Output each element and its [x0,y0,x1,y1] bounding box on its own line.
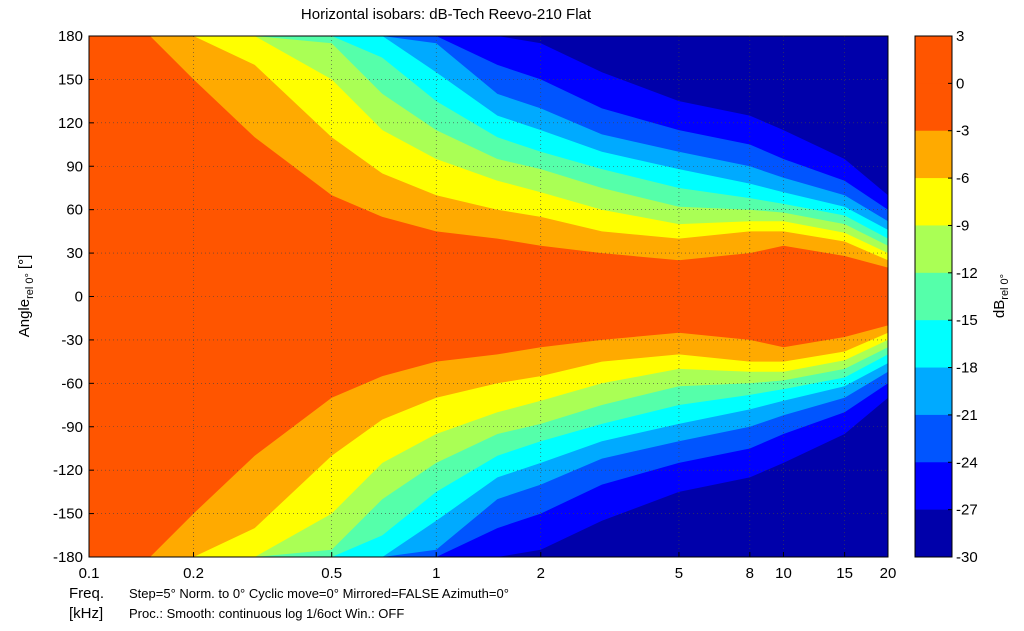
plot-area [89,36,888,557]
isobar-band-minus3 [89,36,888,557]
y-axis-label-unit: [°] [16,255,33,269]
x-tick-label: 8 [746,565,754,582]
y-tick-label: -180 [53,549,83,566]
x-tick-label: 15 [836,565,853,582]
y-tick-label: -60 [61,375,83,392]
y-tick-label: -90 [61,419,83,436]
x-tick-label: 5 [675,565,683,582]
footer-line-2: [kHz] Proc.: Smooth: continuous log 1/6oc… [69,605,404,623]
colorbar-swatch [915,36,952,84]
x-tick-label: 0.1 [79,565,100,582]
colorbar-swatch [915,320,952,369]
y-tick-label: 120 [58,115,83,132]
colorbar-tick-label: -21 [956,407,978,424]
footer-line-1: Freq. Step=5° Norm. to 0° Cyclic move=0° … [69,585,509,603]
colorbar-tick-label: -27 [956,502,978,519]
colorbar-tick-label: -6 [956,170,969,187]
x-tick-label: 2 [537,565,545,582]
y-axis-label: Anglerel 0°[°] [16,255,36,338]
colorbar-tick-label: -15 [956,312,978,329]
y-tick-label: -150 [53,506,83,523]
y-tick-label: 180 [58,28,83,45]
grid [89,36,888,557]
colorbar-tick-label: -18 [956,360,978,377]
colorbar-tick-label: -3 [956,123,969,140]
colorbar-swatch [915,83,952,132]
footer-settings: Step=5° Norm. to 0° Cyclic move=0° Mirro… [129,586,509,601]
y-tick-label: 30 [66,245,83,262]
colorbar-swatch [915,272,952,321]
y-tick-label: 0 [75,289,83,306]
colorbar-tick-label: 0 [956,75,964,92]
colorbar [915,36,952,558]
y-tick-label: -30 [61,332,83,349]
colorbar-tick-label: 3 [956,28,964,45]
colorbar-label: dBrel 0° [991,274,1011,318]
y-axis-label-sub: rel 0° [24,273,36,299]
y-tick-label: 90 [66,158,83,175]
x-tick-label: 10 [775,565,792,582]
colorbar-ticks: 3 0 -3 -6 -9 -12 -15 -18 -21 -24 -27 -30 [948,28,978,566]
colorbar-swatch [915,178,952,226]
chart-title: Horizontal isobars: dB-Tech Reevo-210 Fl… [301,6,592,23]
colorbar-tick-label: -12 [956,265,978,282]
y-tick-label: 150 [58,71,83,88]
x-tick-label: 0.2 [183,565,204,582]
colorbar-tick-label: -24 [956,454,978,471]
footer-processing: Proc.: Smooth: continuous log 1/6oct Win… [129,606,405,621]
y-axis: 180 150 120 90 60 30 0 -30 -60 -90 -120 -150 -180 [53,28,94,566]
y-tick-label: -120 [53,462,83,479]
colorbar-frame [914,35,953,558]
colorbar-tick-label: -9 [956,217,969,234]
x-tick-label: 20 [880,565,897,582]
colorbar-swatch [915,509,952,558]
y-tick-label: 60 [66,202,83,219]
colorbar-swatch [915,130,952,179]
x-axis-unit: [kHz] [69,605,104,622]
colorbar-swatch [915,225,952,274]
colorbar-swatch [915,367,952,416]
colorbar-swatch [915,462,952,511]
x-axis: 0.1 0.2 0.5 1 2 5 8 10 15 20 [79,552,897,582]
x-tick-label: 0.5 [321,565,342,582]
x-tick-label: 1 [432,565,440,582]
colorbar-swatch [915,414,952,463]
colorbar-label-sub: rel 0° [999,274,1011,300]
colorbar-tick-label: -30 [956,549,978,566]
x-axis-label: Freq. [69,585,105,602]
